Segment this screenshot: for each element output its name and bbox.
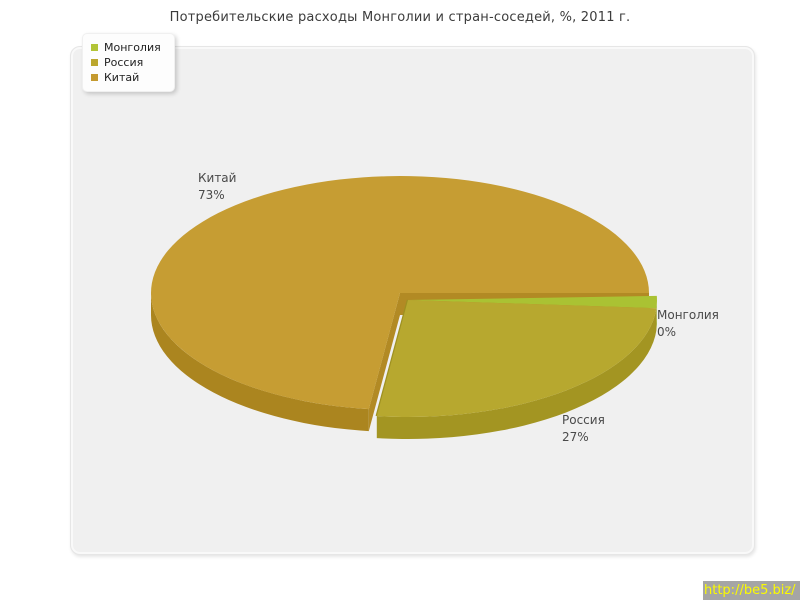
legend-swatch-china-icon <box>91 74 98 81</box>
chart-title: Потребительские расходы Монголии и стран… <box>169 10 631 25</box>
china-slice-rim <box>151 293 369 432</box>
watermark-url: http://be5.biz/ <box>703 581 800 600</box>
slice-label-mongolia-value: 0% <box>657 325 677 339</box>
slice-label-russia-value: 27% <box>562 430 589 444</box>
china-slice-cut-face-left <box>368 293 400 432</box>
russia-slice-top <box>376 300 657 418</box>
legend-item-label: Китай <box>104 71 140 84</box>
slice-label-china: Китай 73% <box>198 170 236 204</box>
russia-slice-rim <box>376 308 657 440</box>
slice-label-china-name: Китай <box>198 171 237 185</box>
legend-item-china: Китай <box>91 71 161 84</box>
legend-swatch-mongolia-icon <box>91 44 98 51</box>
slice-label-russia: Россия 27% <box>562 412 605 446</box>
mongolia-sliver-top <box>408 295 657 309</box>
slice-label-china-value: 73% <box>198 188 225 202</box>
legend: Монголия Россия Китай <box>82 33 175 92</box>
legend-swatch-russia-icon <box>91 59 98 66</box>
legend-item-label: Монголия <box>104 41 161 54</box>
legend-item-russia: Россия <box>91 56 161 69</box>
mongolia-sliver-rim <box>656 295 657 331</box>
slice-label-mongolia: Монголия 0% <box>657 307 719 341</box>
slice-label-mongolia-name: Монголия <box>657 308 719 322</box>
legend-item-mongolia: Монголия <box>91 41 161 54</box>
legend-item-label: Россия <box>104 56 144 69</box>
slice-label-russia-name: Россия <box>562 413 605 427</box>
china-slice-top <box>150 176 649 410</box>
